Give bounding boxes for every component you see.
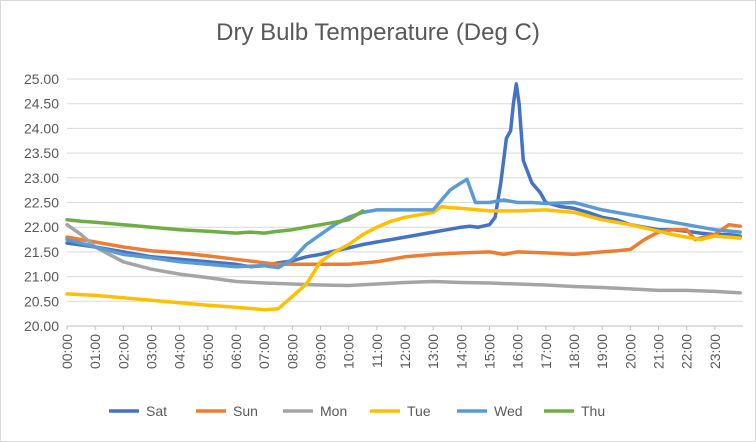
y-tick-label: 20.50 xyxy=(24,293,59,309)
x-tick-label: 10:00 xyxy=(341,334,357,369)
x-tick-label: 15:00 xyxy=(482,334,498,369)
x-tick-label: 05:00 xyxy=(200,334,216,369)
y-tick-label: 22.50 xyxy=(24,195,59,211)
x-axis-ticks: 00:00 01:00 02:00 03:00 04:00 05:00 06:00 07:00… xyxy=(59,326,723,369)
series-line-wed xyxy=(65,177,742,270)
x-tick-label: 14:00 xyxy=(453,334,469,369)
x-tick-label: 06:00 xyxy=(228,334,244,369)
x-tick-label: 04:00 xyxy=(172,334,188,369)
x-tick-label: 13:00 xyxy=(425,334,441,369)
x-tick-label: 18:00 xyxy=(566,334,582,369)
legend-label-thu: Thu xyxy=(581,403,605,419)
x-tick-label: 03:00 xyxy=(144,334,160,369)
x-tick-label: 23:00 xyxy=(707,334,723,369)
x-tick-label: 00:00 xyxy=(59,334,75,369)
legend-label-wed: Wed xyxy=(494,403,523,419)
x-tick-label: 02:00 xyxy=(115,334,131,369)
x-tick-label: 09:00 xyxy=(313,334,329,369)
legend: Sat Sun Mon Tue Wed Thu xyxy=(109,403,605,419)
x-tick-label: 19:00 xyxy=(594,334,610,369)
legend-label-sun: Sun xyxy=(233,403,258,419)
y-tick-label: 23.00 xyxy=(24,170,59,186)
chart-title: Dry Bulb Temperature (Deg C) xyxy=(216,19,540,46)
x-tick-label: 17:00 xyxy=(538,334,554,369)
x-tick-label: 07:00 xyxy=(256,334,272,369)
y-tick-label: 24.50 xyxy=(24,96,59,112)
x-tick-label: 01:00 xyxy=(87,334,103,369)
legend-label-tue: Tue xyxy=(407,403,431,419)
y-tick-label: 24.00 xyxy=(24,120,59,136)
x-tick-label: 22:00 xyxy=(679,334,695,369)
series-line-mon xyxy=(65,222,742,295)
x-tick-label: 16:00 xyxy=(510,334,526,369)
y-tick-label: 21.50 xyxy=(24,244,59,260)
y-axis-ticks: 20.00 20.50 21.00 21.50 22.00 22.50 23.00 23.50… xyxy=(24,71,59,334)
series-line-sat xyxy=(65,82,742,269)
y-tick-label: 22.00 xyxy=(24,219,59,235)
y-tick-label: 20.00 xyxy=(24,318,59,334)
legend-label-mon: Mon xyxy=(320,403,347,419)
series-line-thu xyxy=(65,209,365,235)
y-tick-label: 23.50 xyxy=(24,145,59,161)
x-tick-label: 20:00 xyxy=(622,334,638,369)
x-tick-label: 08:00 xyxy=(284,334,300,369)
legend-label-sat: Sat xyxy=(146,403,167,419)
series-line-tue xyxy=(65,204,742,312)
x-tick-label: 21:00 xyxy=(651,334,667,369)
y-tick-label: 21.00 xyxy=(24,269,59,285)
series-line-sun xyxy=(65,222,742,267)
gridlines xyxy=(67,78,743,327)
x-tick-label: 11:00 xyxy=(369,334,385,368)
y-tick-label: 25.00 xyxy=(24,71,59,87)
x-tick-label: 12:00 xyxy=(397,334,413,369)
series-lines xyxy=(65,82,742,312)
